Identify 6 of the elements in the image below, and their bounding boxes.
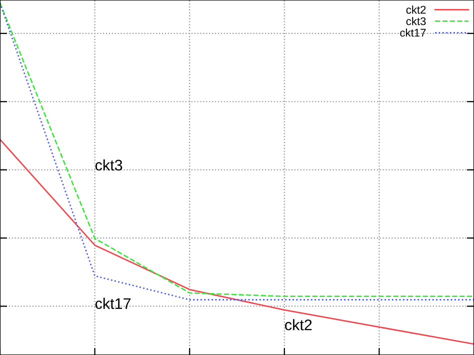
legend-label: ckt17: [400, 28, 426, 37]
legend-label: ckt2: [406, 6, 426, 14]
annotation: ckt3: [95, 159, 122, 171]
annotation: ckt17: [95, 298, 131, 309]
legend-label: ckt3: [406, 17, 426, 26]
annotation: ckt2: [285, 319, 312, 330]
